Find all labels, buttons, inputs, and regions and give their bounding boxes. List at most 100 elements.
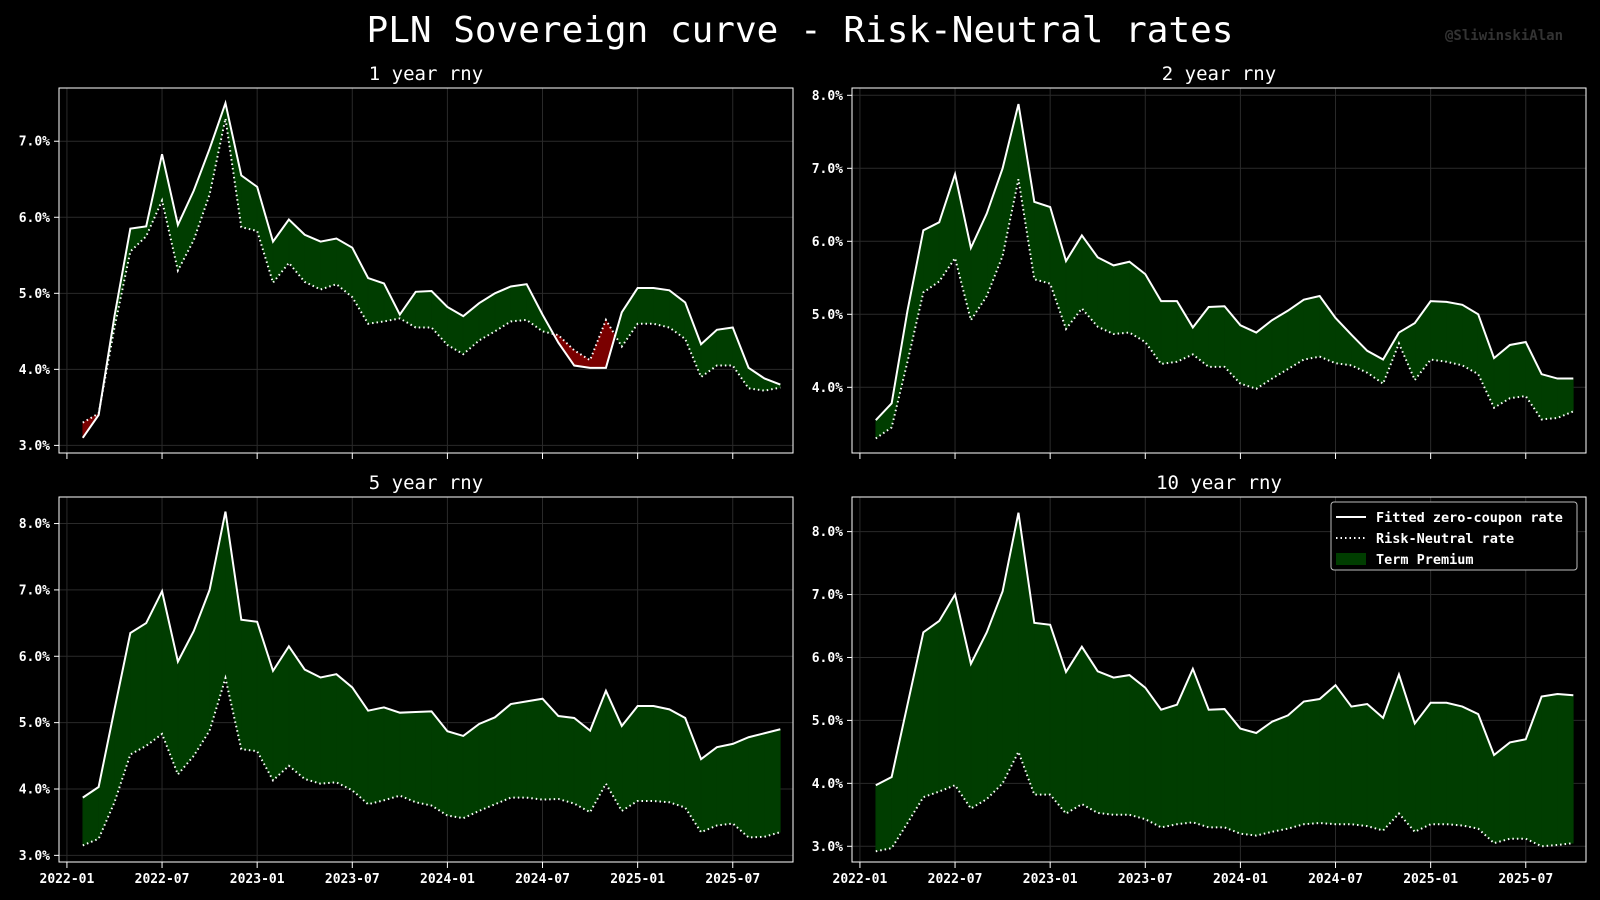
- term-premium-segment: [304, 669, 321, 785]
- term-premium-segment: [447, 730, 464, 819]
- y-tick-label: 4.0%: [19, 363, 50, 378]
- term-premium-segment: [351, 686, 369, 805]
- term-premium-segment: [1493, 741, 1511, 844]
- y-tick-label: 7.0%: [19, 583, 50, 598]
- chart-panel-3: 5 year rny 3.0% 4.0% 5.0% 6.0% 7.0% 8.0% 2022-0…: [19, 472, 794, 887]
- term-premium-segment: [209, 103, 226, 195]
- term-premium-segment: [938, 174, 956, 283]
- x-tick-label: 2024-01: [420, 872, 475, 887]
- term-premium-segment: [320, 238, 337, 290]
- term-premium-segment: [1160, 300, 1178, 365]
- term-premium-segment: [1224, 305, 1241, 385]
- term-premium-segment: [1446, 702, 1463, 826]
- fitted-zero-coupon-line: [875, 103, 1574, 421]
- panel-title: 2 year rny: [1162, 63, 1276, 85]
- term-premium-segment: [907, 632, 924, 825]
- term-premium-segment: [748, 367, 765, 391]
- y-tick-label: 3.0%: [19, 439, 50, 454]
- term-premium-segment: [1002, 103, 1019, 256]
- watermark: @SliwinskiAlan: [1445, 28, 1564, 44]
- term-premium-segment: [1097, 256, 1114, 335]
- legend-box: [1330, 501, 1578, 571]
- risk-neutral-line: [82, 674, 781, 847]
- term-premium-segment: [114, 632, 131, 803]
- legend-entry: Fitted zero-coupon rate: [1376, 510, 1563, 526]
- x-tick-label: 2022-01: [833, 872, 888, 887]
- x-tick-label: 2022-07: [135, 872, 190, 887]
- term-premium-segment: [923, 221, 940, 293]
- term-premium-segment: [526, 698, 543, 800]
- term-premium-segment: [1081, 234, 1099, 328]
- x-tick-label: 2022-07: [928, 872, 983, 887]
- term-premium-segment: [241, 174, 258, 232]
- term-premium-segment: [1446, 301, 1463, 366]
- term-premium-segment: [1430, 300, 1447, 363]
- legend-entry: Term Premium: [1376, 552, 1474, 568]
- y-tick-label: 8.0%: [19, 517, 50, 532]
- term-premium-segment: [1160, 704, 1178, 828]
- term-premium-segment: [558, 715, 575, 805]
- term-premium-segment: [1493, 344, 1511, 409]
- term-premium-segment: [653, 287, 670, 328]
- term-premium-segment: [478, 716, 496, 812]
- term-premium-segment: [1462, 304, 1479, 375]
- chart-panel-4: 10 year rny 3.0% 4.0% 5.0% 6.0% 7.0% 8.0% 2022-…: [812, 472, 1587, 887]
- term-premium-segment: [320, 673, 337, 785]
- term-premium-segment: [177, 190, 195, 271]
- term-premium-segment: [1081, 645, 1099, 814]
- term-premium-segment: [462, 723, 480, 819]
- y-tick-label: 6.0%: [19, 211, 50, 226]
- axes-frame: [851, 496, 1587, 863]
- term-premium-segment: [1255, 721, 1273, 836]
- term-premium-segment: [130, 622, 147, 755]
- fitted-zero-coupon-line: [82, 511, 781, 799]
- y-tick-label: 7.0%: [812, 162, 843, 177]
- risk-neutral-line: [875, 749, 1574, 853]
- term-premium-segment: [732, 736, 749, 839]
- term-premium-segment: [954, 174, 972, 321]
- fitted-zero-coupon-line: [875, 512, 1574, 787]
- axes-frame: [851, 87, 1587, 454]
- term-premium-segment: [177, 630, 195, 776]
- term-premium-segment: [367, 277, 385, 325]
- term-premium-segment: [986, 591, 1003, 800]
- x-tick-label: 2024-07: [1308, 872, 1363, 887]
- y-tick-label: 4.0%: [19, 783, 50, 798]
- term-premium-segment: [938, 593, 956, 792]
- term-premium-segment: [1065, 645, 1083, 815]
- term-premium-segment: [621, 286, 638, 348]
- term-premium-segment: [653, 705, 670, 803]
- term-premium-segment: [241, 619, 258, 752]
- term-premium-segment: [875, 776, 892, 852]
- term-premium-segment: [1113, 674, 1130, 816]
- term-premium-segment: [764, 728, 781, 838]
- x-tick-label: 2024-07: [515, 872, 570, 887]
- panel-title: 5 year rny: [369, 472, 483, 494]
- risk-neutral-line: [875, 179, 1574, 440]
- y-tick-label: 6.0%: [19, 650, 50, 665]
- x-tick-label: 2024-01: [1213, 872, 1268, 887]
- term-premium-segment: [1240, 324, 1257, 390]
- term-premium-segment: [510, 283, 527, 322]
- term-premium-segment: [288, 218, 306, 283]
- chart-title: PLN Sovereign curve - Risk-Neutral rates: [366, 10, 1234, 51]
- term-premium-segment: [716, 327, 734, 366]
- term-premium-segment: [1557, 693, 1574, 846]
- legend: Fitted zero-coupon rate Risk-Neutral rate…: [1330, 501, 1578, 571]
- axes-frame: [58, 87, 794, 454]
- term-premium-segment: [1509, 738, 1527, 840]
- y-tick-label: 5.0%: [812, 308, 843, 323]
- term-premium-segment: [637, 705, 654, 802]
- chart-panel-2: 2 year rny 4.0% 5.0% 6.0% 7.0% 8.0%: [812, 63, 1587, 459]
- term-premium-segment: [589, 319, 607, 369]
- term-premium-segment: [1018, 512, 1035, 795]
- term-premium-segment: [1271, 310, 1289, 380]
- term-premium-segment: [700, 746, 718, 833]
- term-premium-segment: [304, 234, 321, 290]
- panel-title: 10 year rny: [1156, 472, 1282, 494]
- fitted-zero-coupon-line: [81, 99, 781, 439]
- term-premium-segment: [1208, 708, 1225, 828]
- term-premium-segment: [1541, 373, 1558, 420]
- term-premium-segment: [637, 287, 654, 325]
- y-tick-label: 8.0%: [812, 525, 843, 540]
